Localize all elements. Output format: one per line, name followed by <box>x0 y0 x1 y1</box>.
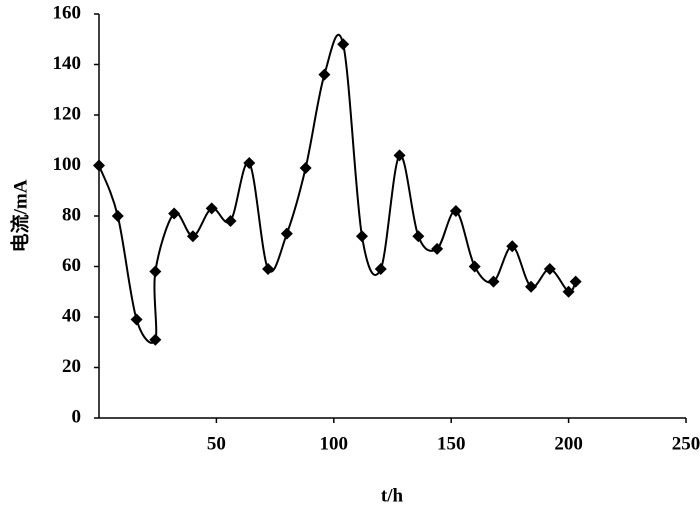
marker <box>224 215 237 228</box>
y-tick-label: 0 <box>72 406 82 427</box>
x-tick-label: 250 <box>672 433 700 454</box>
marker <box>262 263 275 276</box>
marker <box>280 227 293 240</box>
y-axis-label: 电流/mA <box>8 179 31 252</box>
x-tick-label: 150 <box>437 433 466 454</box>
x-axis-label: t/h <box>381 485 404 506</box>
x-tick-label: 50 <box>207 433 226 454</box>
y-tick-label: 20 <box>62 356 81 377</box>
marker <box>355 230 368 243</box>
marker <box>449 204 462 217</box>
marker <box>569 275 582 288</box>
marker <box>93 159 105 172</box>
x-tick-label: 200 <box>554 433 583 454</box>
marker <box>130 313 143 326</box>
marker <box>205 202 218 215</box>
marker <box>468 260 481 273</box>
y-tick-label: 120 <box>53 103 82 124</box>
marker <box>487 275 500 288</box>
y-tick-label: 80 <box>62 204 81 225</box>
marker <box>111 210 124 222</box>
marker <box>337 38 350 51</box>
marker <box>299 162 312 175</box>
marker <box>525 280 538 293</box>
marker <box>543 263 556 276</box>
y-tick-label: 140 <box>53 53 82 74</box>
y-tick-label: 160 <box>53 2 82 23</box>
marker <box>393 149 406 162</box>
y-tick-label: 60 <box>62 255 81 276</box>
marker <box>506 240 519 253</box>
marker <box>412 230 425 243</box>
marker <box>149 333 162 346</box>
marker <box>186 230 199 243</box>
marker <box>562 285 575 298</box>
x-tick-label: 100 <box>320 433 349 454</box>
marker <box>431 242 444 255</box>
marker <box>243 156 256 169</box>
y-tick-label: 100 <box>53 154 82 175</box>
marker <box>168 207 181 220</box>
y-tick-label: 40 <box>62 305 81 326</box>
marker <box>318 68 331 81</box>
marker <box>374 263 387 276</box>
line <box>98 34 577 344</box>
marker <box>149 265 162 278</box>
